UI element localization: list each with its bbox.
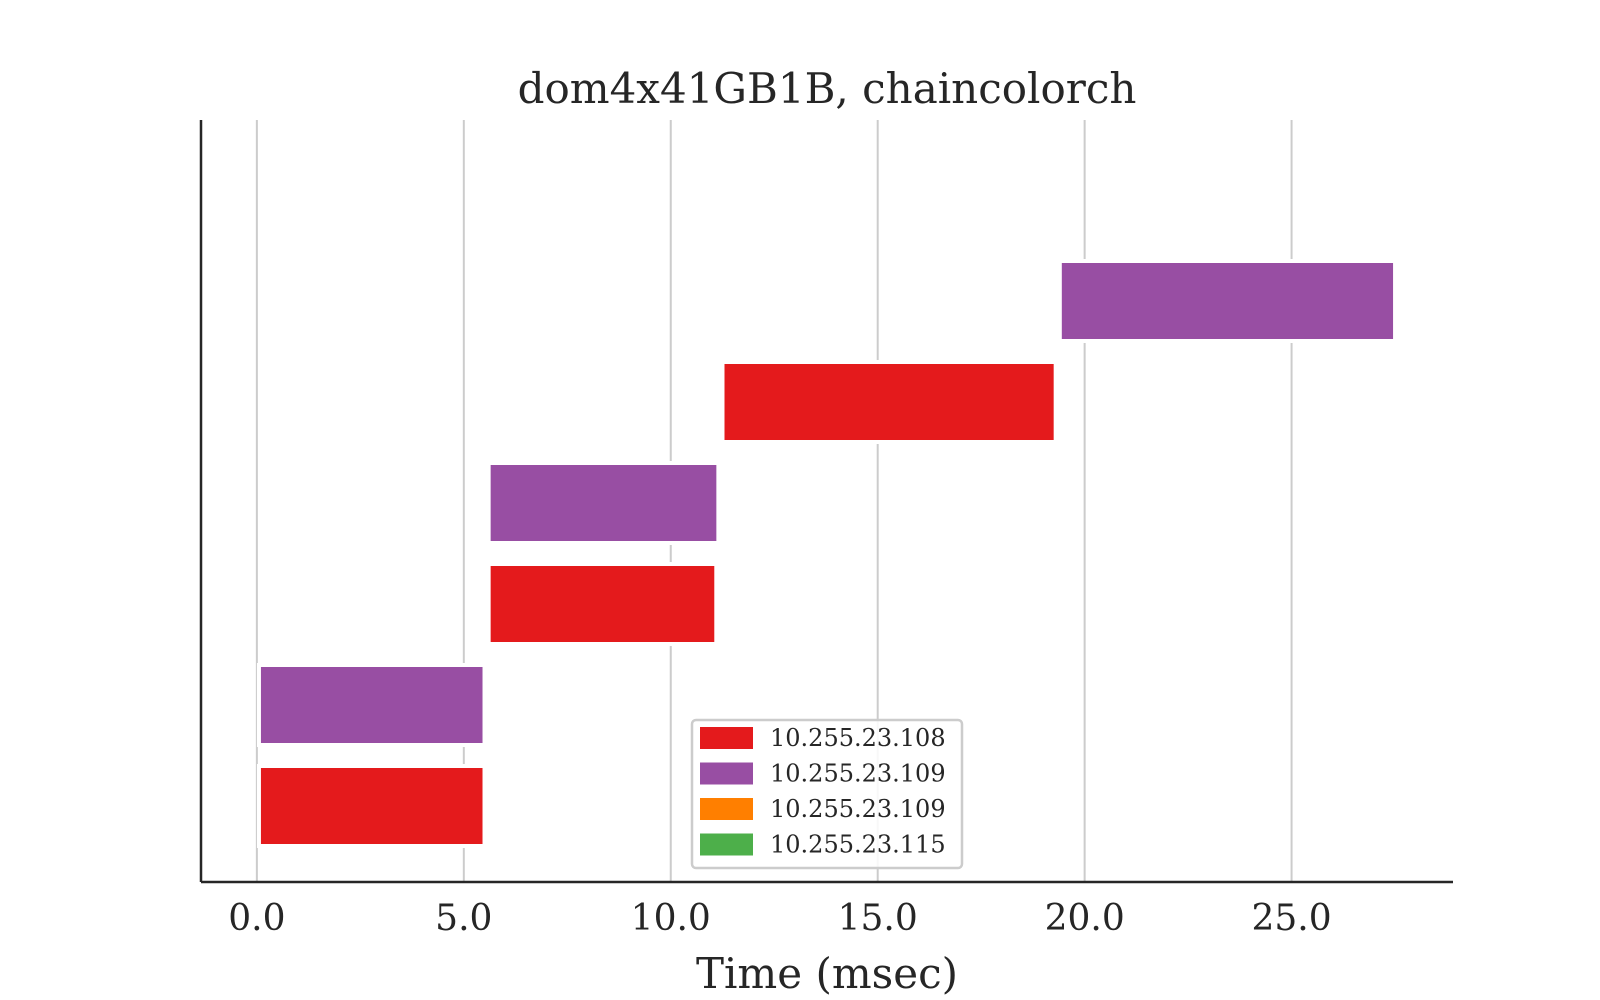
x-tick-label: 15.0 [838,898,918,939]
gantt-bar [486,562,719,646]
x-axis-label: Time (msec) [696,949,958,998]
legend-swatch [700,798,753,820]
legend-swatch [700,762,753,785]
x-tick-label: 0.0 [228,898,285,939]
x-tick-label: 20.0 [1045,898,1125,939]
legend-label: 10.255.23.115 [770,831,946,859]
x-tick-labels: 0.0 5.0 10.0 15.0 20.0 25.0 [228,898,1331,939]
legend-label: 10.255.23.108 [770,724,946,752]
axis-layer [199,120,1453,884]
legend-items: 10.255.23.108 10.255.23.109 10.255.23.109 1… [700,724,946,859]
x-tick-label: 10.0 [631,898,711,939]
x-tick-label: 5.0 [435,898,492,939]
gantt-bar [1057,259,1398,343]
legend-label: 10.255.23.109 [770,760,946,788]
legend-swatch [700,727,753,749]
legend: 10.255.23.108 10.255.23.109 10.255.23.109 1… [690,718,964,870]
bar-layer [256,259,1398,848]
gantt-bar [256,764,487,848]
legend-swatch [700,833,753,856]
legend-frame [690,718,964,870]
chart-title: dom4x41GB1B, chaincolorch [518,64,1137,113]
legend-label: 10.255.23.109 [770,795,946,823]
x-tick-label: 25.0 [1252,898,1332,939]
gantt-bar [720,360,1058,444]
gantt-bar [486,461,721,545]
gantt-bar [256,663,487,747]
